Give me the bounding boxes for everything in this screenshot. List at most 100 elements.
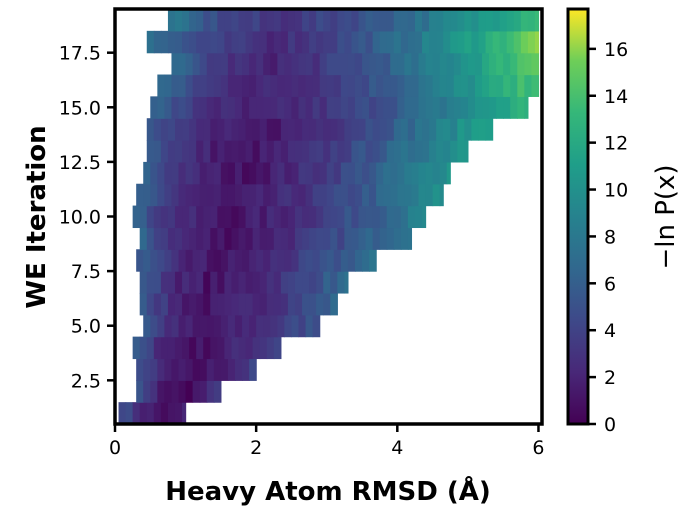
heatmap-cell — [534, 9, 540, 32]
heatmap-cell — [340, 183, 349, 207]
heatmap-cell — [220, 52, 229, 76]
heatmap-cell — [132, 402, 141, 425]
heatmap-cell — [400, 227, 409, 250]
heatmap-cell — [189, 227, 197, 250]
heatmap-cell — [266, 227, 275, 250]
heatmap-cell — [397, 52, 405, 76]
heatmap-cell — [383, 183, 391, 207]
heatmap-cell — [309, 30, 317, 54]
heatmap-cell — [192, 380, 201, 403]
heatmap-cell — [386, 118, 395, 141]
heatmap-cell — [160, 30, 169, 54]
heatmap-cell — [143, 314, 151, 338]
heatmap-cell — [245, 271, 254, 294]
heatmap-cell — [294, 227, 303, 250]
heatmap-cell — [136, 249, 144, 272]
heatmap-cell — [358, 30, 367, 54]
heatmap-cell — [291, 161, 300, 185]
heatmap-cell — [196, 336, 204, 360]
y-axis-ticks: 2.5 5.0 7.5 10.0 12.5 15.0 17.5 — [59, 43, 115, 392]
heatmap-cell — [323, 227, 331, 250]
heatmap-cell — [189, 140, 197, 163]
heatmap-cell — [520, 9, 529, 32]
x-tick-label: 0 — [109, 437, 121, 459]
heatmap-cell — [220, 74, 229, 97]
heatmap-cell — [422, 140, 430, 163]
heatmap-cell — [474, 74, 483, 97]
heatmap-cell — [362, 74, 370, 97]
heatmap-cell — [474, 96, 483, 119]
heatmap-cell — [182, 292, 190, 316]
heatmap-cell — [249, 249, 257, 272]
heatmap-cell — [217, 118, 225, 141]
heatmap-cell — [252, 227, 261, 250]
heatmap-cell — [485, 30, 494, 54]
heatmap-cell — [220, 314, 229, 338]
heatmap-cell — [189, 118, 197, 141]
heatmap-cell — [242, 96, 250, 119]
heatmap-cell — [143, 183, 151, 207]
heatmap-cell — [139, 271, 148, 294]
heatmap-cell — [485, 9, 494, 32]
heatmap-cell — [157, 96, 166, 119]
heatmap-cell — [492, 9, 501, 32]
heatmap-cell — [383, 96, 391, 119]
heatmap-cell — [453, 96, 462, 119]
heatmap-cell — [160, 227, 169, 250]
heatmap-cell — [305, 52, 314, 76]
heatmap-cell — [196, 292, 204, 316]
heatmap-cell — [210, 292, 218, 316]
heatmap-cell — [365, 140, 374, 163]
heatmap-cell — [203, 292, 211, 316]
heatmap-cell — [407, 227, 413, 250]
heatmap-cell — [157, 74, 166, 97]
heatmap-cell — [429, 30, 437, 54]
heatmap-cell — [531, 52, 540, 76]
heatmap-cell — [404, 183, 413, 207]
heatmap-cell — [256, 249, 264, 272]
heatmap-cell — [153, 140, 162, 163]
heatmap-cell — [418, 96, 427, 119]
heatmap-cell — [192, 161, 201, 185]
heatmap-cell — [256, 74, 264, 97]
heatmap-cell — [531, 74, 540, 97]
heatmap-cell — [365, 227, 374, 250]
heatmap-cell — [287, 30, 296, 54]
heatmap-cell — [337, 227, 345, 250]
heatmap-cell — [174, 30, 183, 54]
heatmap-cell — [174, 140, 183, 163]
heatmap-cell — [411, 96, 420, 119]
heatmap-cell — [312, 314, 321, 338]
y-tick-label: 2.5 — [71, 370, 101, 392]
heatmap-cell — [203, 227, 211, 250]
heatmap-cell — [160, 292, 169, 316]
heatmap-cell — [305, 314, 314, 338]
heatmap-cell — [436, 140, 444, 163]
heatmap-cell — [358, 118, 367, 141]
heatmap-cell — [305, 161, 314, 185]
heatmap-cell — [358, 205, 367, 229]
heatmap-cell — [330, 292, 338, 316]
heatmap-cell — [210, 118, 218, 141]
heatmap-cell — [160, 140, 169, 163]
heatmap-cell — [323, 9, 331, 32]
heatmap-cell — [309, 205, 317, 229]
heatmap-cell — [220, 249, 229, 272]
heatmap-cell — [182, 9, 190, 32]
heatmap-cell — [192, 183, 201, 207]
heatmap-cell — [344, 30, 353, 54]
heatmap-cell — [379, 140, 388, 163]
heatmap-cell — [174, 9, 183, 32]
heatmap-cell — [302, 227, 310, 250]
heatmap-cell — [150, 358, 158, 381]
heatmap-cell — [252, 9, 261, 32]
heatmap-cell — [249, 161, 257, 185]
heatmap-cell — [432, 161, 441, 185]
heatmap-cell — [450, 9, 458, 32]
heatmap-cell — [196, 271, 204, 294]
y-tick-label: 12.5 — [59, 152, 101, 174]
heatmap-cell — [291, 249, 300, 272]
heatmap-cell — [312, 249, 321, 272]
heatmap-cell — [178, 358, 187, 381]
heatmap-cell — [365, 205, 374, 229]
